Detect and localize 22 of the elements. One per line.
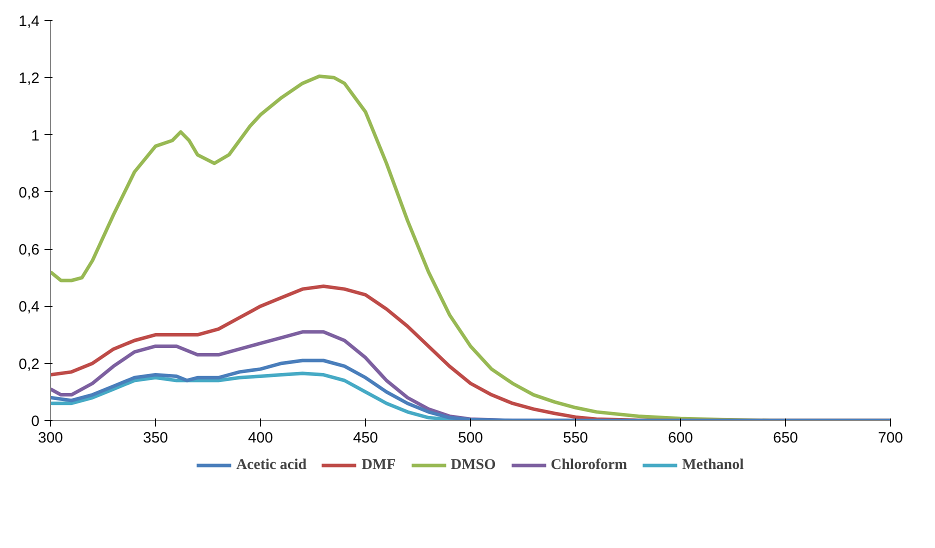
y-tick-label: 0,8 (18, 184, 40, 202)
y-tick-label: 0,2 (18, 356, 40, 373)
legend-label: DMF (362, 456, 396, 474)
x-tick-label: 650 (772, 430, 798, 446)
x-tick-label: 600 (668, 430, 694, 446)
y-tick-label: 1,4 (18, 13, 40, 30)
legend-label: Acetic acid (236, 456, 307, 474)
x-tick-label: 500 (458, 430, 484, 446)
legend-label: DMSO (450, 456, 496, 474)
x-tick-label: 550 (562, 430, 588, 446)
x-tick-label: 700 (878, 430, 904, 446)
y-tick-label: 1,2 (18, 70, 40, 88)
y-tick-label: 1 (31, 127, 40, 144)
x-tick-label: 400 (248, 430, 274, 446)
legend-label: Methanol (682, 456, 744, 474)
legend-label: Chloroform (550, 456, 628, 474)
y-tick-label: 0,6 (18, 242, 40, 259)
y-tick-label: 0,4 (18, 298, 40, 316)
x-tick-label: 350 (142, 430, 168, 446)
y-tick-label: 0 (31, 413, 40, 430)
x-tick-label: 450 (352, 430, 378, 446)
x-tick-label: 300 (38, 430, 64, 446)
